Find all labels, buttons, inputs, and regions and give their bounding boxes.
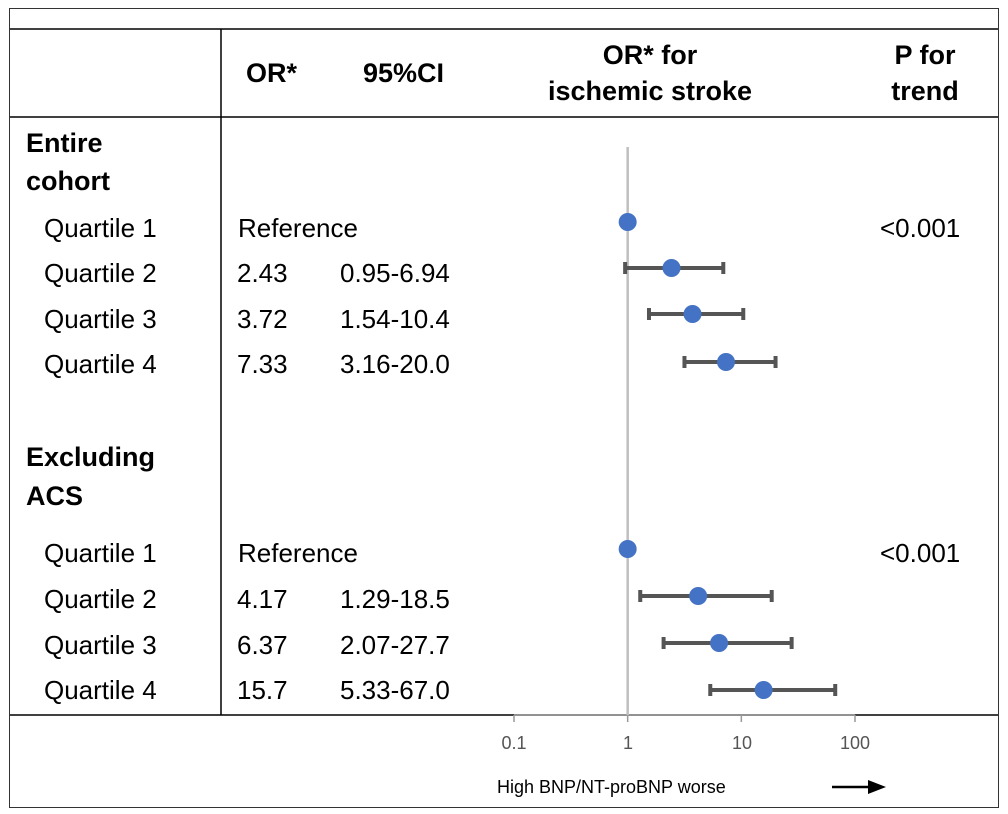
p-trend-value: <0.001 — [880, 213, 961, 243]
or-point — [683, 305, 702, 323]
group-label-entire-line2: cohort — [26, 166, 110, 196]
group-label-excl-line1: Excluding — [26, 442, 156, 472]
or-value: 6.37 — [237, 630, 288, 660]
reference-label: Reference — [238, 213, 358, 243]
header-plot-line1: OR* for — [602, 40, 698, 70]
row-label: Quartile 3 — [44, 630, 157, 660]
reference-label: Reference — [238, 538, 358, 568]
or-point — [618, 540, 637, 558]
or-point — [710, 634, 729, 652]
forest-plot-frame — [9, 8, 999, 808]
header-p-line1: P for — [894, 40, 956, 70]
header-or: OR* — [246, 58, 298, 88]
or-point — [754, 681, 773, 699]
header-plot-line2: ischemic stroke — [547, 76, 753, 106]
row-label: Quartile 1 — [44, 213, 157, 243]
x-tick-label: 100 — [839, 733, 871, 753]
group-label-excl-line2: ACS — [26, 481, 84, 511]
x-ticks — [513, 715, 856, 722]
p-trend-value: <0.001 — [880, 538, 961, 568]
or-value: 4.17 — [237, 584, 288, 614]
ci-value: 1.29-18.5 — [340, 584, 450, 614]
or-value: 2.43 — [237, 258, 288, 288]
row-label: Quartile 1 — [44, 538, 157, 568]
row-label: Quartile 4 — [44, 675, 157, 705]
header-ci: 95%CI — [363, 58, 445, 88]
header-p-line2: trend — [891, 76, 959, 106]
x-tick-label: 0.1 — [501, 733, 527, 753]
x-tick-label: 1 — [622, 733, 633, 753]
or-point — [662, 259, 681, 277]
plot-marks — [618, 213, 838, 699]
arrow-icon — [832, 780, 886, 794]
or-point — [717, 353, 736, 371]
ci-value: 0.95-6.94 — [340, 258, 450, 288]
or-value: 15.7 — [237, 675, 288, 705]
row-label: Quartile 2 — [44, 258, 157, 288]
group-label-entire-line1: Entire — [26, 128, 103, 158]
axis-footnote: High BNP/NT-proBNP worse — [497, 777, 726, 797]
row-label: Quartile 3 — [44, 304, 157, 334]
ci-value: 5.33-67.0 — [340, 675, 450, 705]
ci-value: 3.16-20.0 — [340, 349, 450, 379]
ci-value: 1.54-10.4 — [340, 304, 450, 334]
or-value: 7.33 — [237, 349, 288, 379]
row-label: Quartile 2 — [44, 584, 157, 614]
x-tick-label: 10 — [731, 733, 753, 753]
or-point — [689, 587, 708, 605]
row-label: Quartile 4 — [44, 349, 157, 379]
ci-value: 2.07-27.7 — [340, 630, 450, 660]
or-point — [618, 213, 637, 231]
or-value: 3.72 — [237, 304, 288, 334]
